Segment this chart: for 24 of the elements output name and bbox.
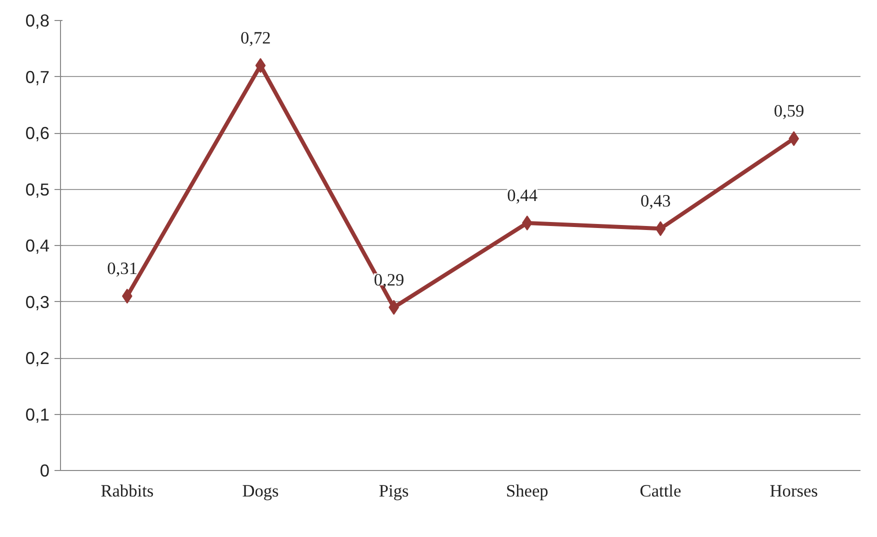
y-tick-label: 0,3 bbox=[25, 292, 50, 312]
data-label: 0,59 bbox=[774, 102, 804, 121]
x-tick-label: Cattle bbox=[640, 482, 682, 500]
data-label: 0,72 bbox=[240, 28, 271, 48]
data-label: 0,31 bbox=[107, 259, 138, 278]
point bbox=[255, 58, 266, 73]
x-tick-label: Rabbits bbox=[100, 482, 154, 500]
x-tick-label: Horses bbox=[770, 482, 818, 500]
y-tick-label: 0,1 bbox=[25, 404, 50, 424]
y-tick-label: 0,4 bbox=[25, 236, 50, 256]
x-tick-label: Sheep bbox=[506, 482, 548, 500]
x-tick-label: Dogs bbox=[242, 482, 280, 500]
data-label: 0,29 bbox=[374, 270, 404, 290]
point bbox=[522, 216, 532, 230]
data-label: 0,43 bbox=[640, 192, 671, 211]
y-tick-label: 0,8 bbox=[25, 10, 50, 30]
y-tick-label: 0,2 bbox=[25, 348, 50, 368]
x-tick-label: Pigs bbox=[378, 482, 410, 500]
y-tick-label: 0 bbox=[40, 460, 50, 480]
point bbox=[655, 221, 666, 236]
y-tick-label: 0,5 bbox=[25, 179, 50, 200]
data-label: 0,44 bbox=[507, 186, 538, 205]
y-tick-label: 0,6 bbox=[25, 123, 50, 143]
y-tick-label: 0,7 bbox=[25, 66, 50, 87]
